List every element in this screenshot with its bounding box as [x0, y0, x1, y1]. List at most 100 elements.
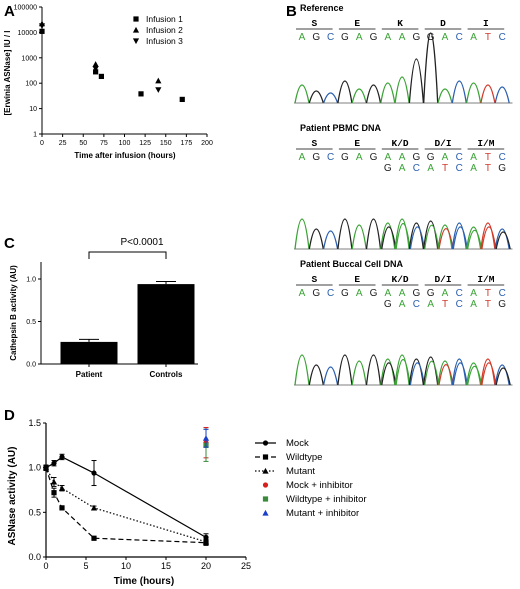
legend-label: Infusion 3 [146, 36, 183, 46]
peak [294, 354, 310, 386]
legend-label: Mock [286, 438, 309, 449]
peak [337, 80, 353, 104]
base-letter-secondary: G [498, 163, 506, 174]
legend-label: Wildtype + inhibitor [286, 494, 367, 505]
base-letter: G [370, 152, 378, 163]
peak-secondary [395, 223, 411, 250]
codon-label: E [354, 18, 360, 29]
base-letter: A [299, 32, 306, 43]
data-point [155, 87, 162, 93]
peak [308, 228, 324, 250]
peak [451, 222, 467, 250]
peak [408, 58, 425, 104]
y-tick-label: 100000 [14, 5, 37, 12]
base-letter-secondary: A [470, 299, 477, 310]
base-letter: G [341, 288, 349, 299]
x-tick-label: 50 [79, 140, 87, 147]
x-tick-label: 0 [43, 561, 48, 571]
peak [380, 358, 396, 386]
peak [423, 220, 439, 250]
x-tick-label: 125 [139, 140, 151, 147]
base-letter: A [384, 288, 391, 299]
peak-secondary [409, 226, 425, 250]
base-letter: A [470, 32, 477, 43]
x-tick-label: 10 [121, 561, 131, 571]
codon-label: D/I [434, 138, 451, 149]
base-letter: A [299, 288, 306, 299]
legend-label: Infusion 1 [146, 14, 183, 24]
panel-a-marks [38, 20, 185, 103]
panel-d: D 0 5 10 15 20 25 0.0 0.5 1.0 1.5 Time (hours) AS… [4, 407, 367, 587]
base-letter: G [427, 32, 435, 43]
peak [437, 360, 453, 386]
base-letter: A [356, 32, 363, 43]
base-letter-secondary: C [413, 299, 420, 310]
panel-d-y-axis-label: ASNase activity (AU) [7, 447, 18, 546]
panel-label-d: D [4, 407, 15, 424]
peak-secondary [495, 231, 511, 250]
panel-c-y-axis-label: Cathepsin B activity (AU) [9, 265, 18, 361]
peak [465, 82, 482, 104]
bar [60, 341, 118, 364]
series-line [45, 467, 207, 543]
peak [322, 366, 339, 386]
data-point [155, 77, 162, 84]
peak [337, 354, 353, 386]
base-letter: T [485, 288, 491, 299]
panel-d-marks [42, 426, 210, 546]
base-letter: C [456, 288, 463, 299]
data-point [51, 490, 57, 496]
base-letter: C [499, 152, 506, 163]
base-letter: C [456, 152, 463, 163]
base-letter: G [413, 152, 421, 163]
peak [394, 354, 410, 386]
y-tick-label: 0.0 [28, 552, 41, 562]
peak-secondary [381, 226, 397, 250]
base-letter: G [312, 152, 320, 163]
peak [408, 358, 425, 386]
peak [365, 84, 382, 104]
peak [465, 362, 482, 386]
base-letter-secondary: T [442, 299, 448, 310]
series-line [45, 467, 207, 544]
data-point [58, 485, 66, 491]
peak [423, 356, 439, 386]
peak [294, 84, 310, 104]
peak-secondary [481, 226, 497, 250]
y-tick-label: 1.5 [28, 418, 41, 428]
base-letter: G [370, 32, 378, 43]
base-letter: G [427, 288, 435, 299]
x-tick-label: 150 [160, 140, 172, 147]
data-point [90, 504, 98, 511]
panel-label-b: B [286, 3, 297, 20]
data-point [92, 61, 99, 67]
y-tick-label: 1.0 [28, 463, 41, 473]
codon-label: S [311, 18, 317, 29]
panel-d-x-axis-label: Time (hours) [114, 576, 174, 587]
base-letter: A [442, 32, 449, 43]
base-letter: A [356, 288, 363, 299]
base-letter-secondary: A [427, 299, 434, 310]
base-letter: G [312, 32, 320, 43]
base-letter: A [399, 288, 406, 299]
peak [437, 88, 453, 104]
panel-label-c: C [4, 235, 15, 252]
panel-a-axes: 0 25 50 75 100 125 150 175 200 1 10 100 1000 10000 100… [14, 5, 213, 148]
data-point [38, 23, 46, 30]
codon-label: K/D [392, 274, 409, 285]
significance-bracket [88, 251, 167, 259]
x-tick-label: 5 [83, 561, 88, 571]
peak-secondary [409, 362, 425, 386]
base-letter: T [485, 152, 491, 163]
base-letter-secondary: A [427, 163, 434, 174]
peak [408, 222, 425, 250]
peak [480, 358, 496, 386]
codon-label: S [311, 274, 317, 285]
peak [394, 218, 410, 250]
base-letter-secondary: A [399, 299, 406, 310]
x-tick-label: 25 [59, 140, 67, 147]
base-letter-secondary: A [470, 163, 477, 174]
base-letter: A [442, 288, 449, 299]
